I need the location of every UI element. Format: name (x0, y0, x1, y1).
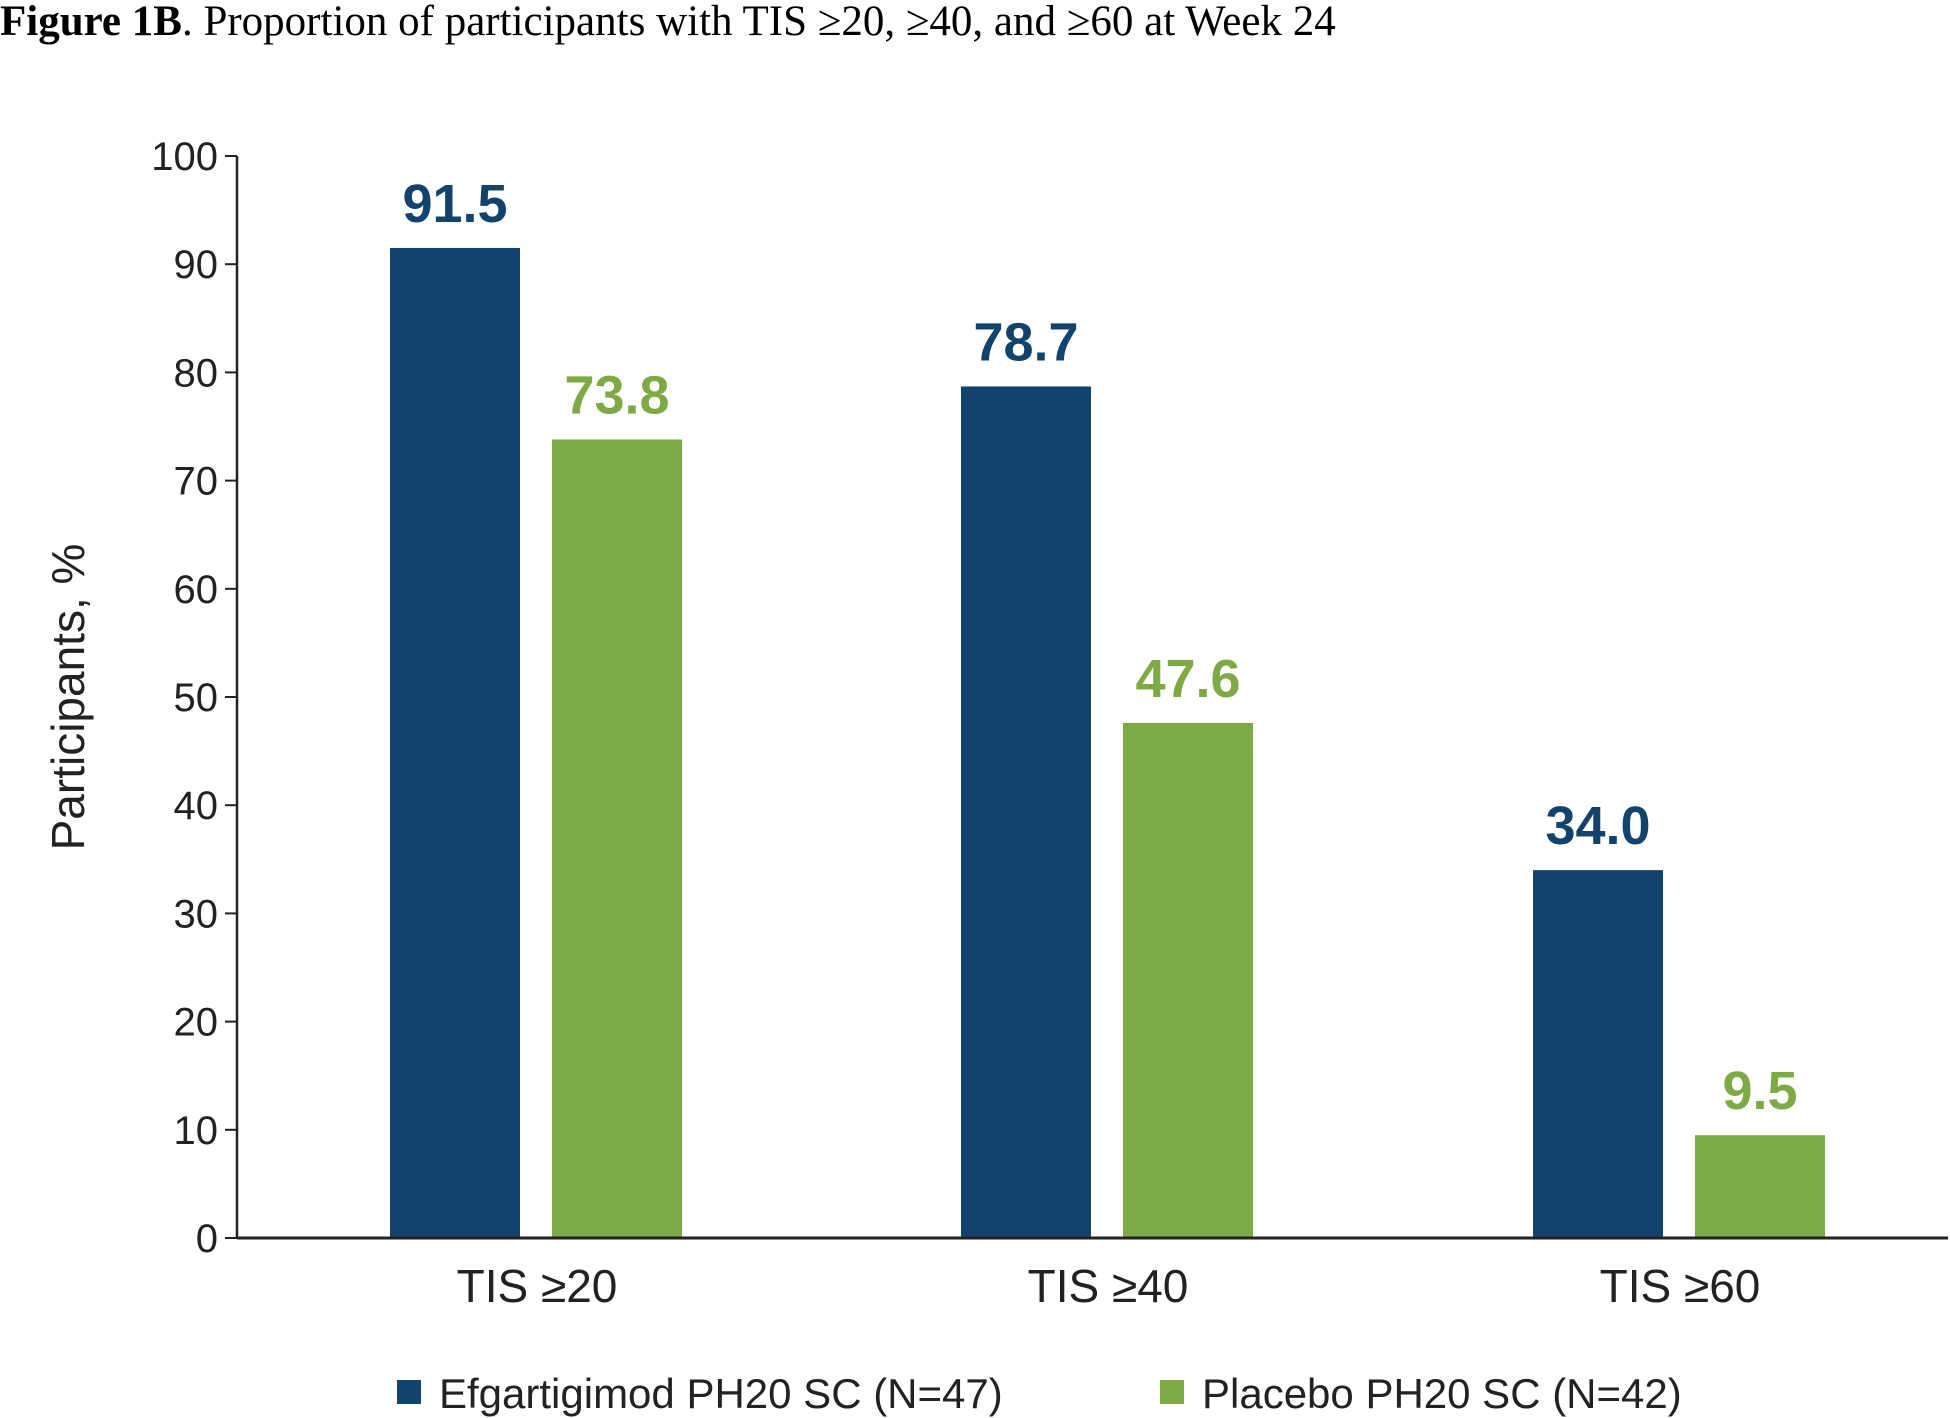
axes (235, 156, 1948, 1240)
y-tick-label: 40 (174, 784, 219, 828)
data-label-tis-20-series-2: 73.8 (564, 365, 669, 425)
y-axis-title: Participants, % (42, 544, 94, 851)
x-tick-label-tis-40: TIS ≥40 (1028, 1260, 1189, 1312)
x-tick-label-tis-20: TIS ≥20 (457, 1260, 618, 1312)
y-tick-label: 0 (196, 1217, 218, 1261)
data-label-tis-40-series-1: 78.7 (973, 312, 1078, 372)
bar-tis-40-series-2 (1123, 722, 1253, 1238)
y-tick-label: 10 (174, 1109, 219, 1153)
legend-swatch-series-1 (397, 1380, 421, 1404)
y-tick-label: 50 (174, 676, 219, 720)
bars (390, 247, 1825, 1239)
y-tick-label: 60 (174, 568, 219, 612)
y-tick-label: 80 (174, 351, 219, 395)
y-tick-label: 90 (174, 243, 219, 287)
x-tick-label-tis-60: TIS ≥60 (1600, 1260, 1761, 1312)
y-tick-label: 100 (151, 135, 218, 179)
figure-caption: Figure 1B. Proportion of participants wi… (0, 0, 1336, 43)
y-tick-label: 30 (174, 892, 219, 936)
x-tick-labels: TIS ≥20 TIS ≥40 TIS ≥60 (457, 1260, 1761, 1312)
data-label-tis-60-series-1: 34.0 (1545, 796, 1650, 856)
value-labels: 91.5 78.7 34.0 73.8 47.6 9.5 (402, 174, 1797, 1121)
bar-tis-20-series-2 (552, 439, 682, 1238)
y-axis-title-group: Participants, % (42, 544, 94, 851)
y-tick-label: 20 (174, 1001, 219, 1045)
bar-tis-40-series-1 (961, 386, 1091, 1238)
figure-caption-text: . Proportion of participants with TIS ≥2… (181, 0, 1336, 45)
legend-swatch-series-2 (1160, 1380, 1184, 1404)
bar-tis-60-series-1 (1533, 870, 1663, 1238)
legend-label-series-1: Efgartigimod PH20 SC (N=47) (439, 1370, 1003, 1417)
data-label-tis-40-series-2: 47.6 (1135, 649, 1240, 709)
data-label-tis-60-series-2: 9.5 (1722, 1061, 1797, 1121)
legend-label-series-2: Placebo PH20 SC (N=42) (1202, 1370, 1682, 1417)
figure-label: Figure 1B (0, 0, 182, 45)
legend: Efgartigimod PH20 SC (N=47) Placebo PH20 … (397, 1370, 1682, 1417)
bar-tis-20-series-1 (390, 247, 520, 1239)
bar-tis-60-series-2 (1695, 1135, 1825, 1238)
data-label-tis-20-series-1: 91.5 (402, 174, 507, 234)
y-ticks: 0 10 20 30 40 50 60 70 80 90 100 (151, 135, 237, 1261)
y-tick-label: 70 (174, 460, 219, 504)
